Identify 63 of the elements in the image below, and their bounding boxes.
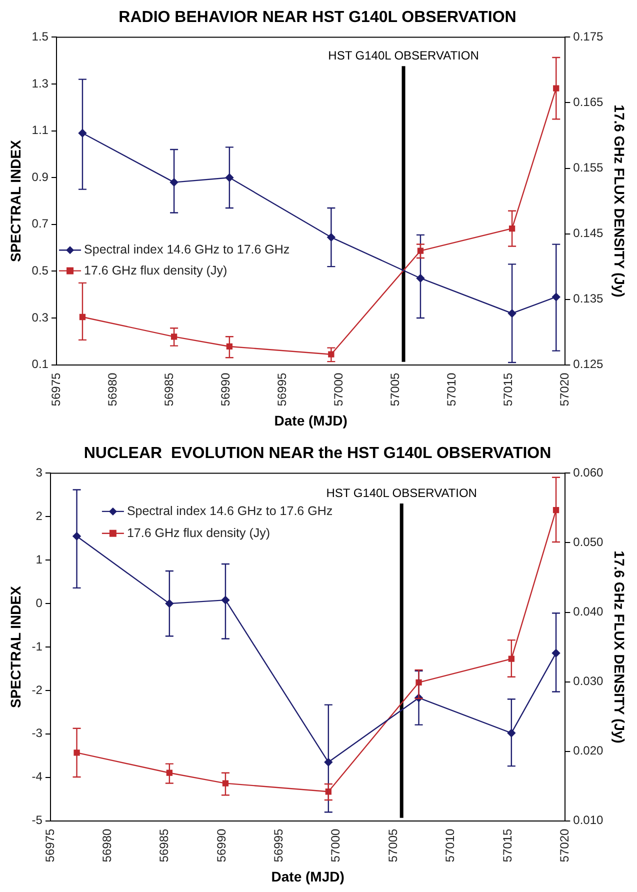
- y-axis-title: SPECTRAL INDEX: [7, 585, 24, 708]
- y2-tick-label: 0.175: [573, 30, 604, 44]
- y2-tick-label: 0.155: [573, 160, 604, 175]
- y2-tick-label: 0.010: [573, 813, 604, 828]
- x-tick-label: 56985: [162, 372, 176, 406]
- y-tick-label: 1.3: [32, 76, 49, 90]
- y-tick-label: -2: [32, 682, 43, 697]
- x-tick-label: 56990: [218, 372, 232, 406]
- y2-tick-label: 0.135: [573, 292, 604, 306]
- x-axis-title: Date (MJD): [274, 412, 348, 428]
- y-tick-label: -4: [32, 770, 43, 784]
- x-tick-label: 56980: [105, 372, 120, 406]
- x-tick-label: 57015: [500, 372, 515, 406]
- y-tick-label: 2: [36, 508, 43, 523]
- x-tick-label: 56975: [42, 828, 57, 862]
- x-tick-label: 56990: [214, 828, 228, 862]
- y2-tick-label: 0.125: [573, 357, 604, 372]
- y-tick-label: -1: [32, 639, 43, 654]
- x-tick-label: 56975: [48, 372, 63, 406]
- x-tick-label: 57005: [386, 828, 400, 862]
- y2-tick-label: 0.165: [573, 95, 604, 110]
- chart-title: NUCLEAR EVOLUTION NEAR the HST G140L OBSERVATION: [84, 445, 552, 462]
- x-tick-label: 56995: [272, 828, 286, 862]
- y-tick-label: 0.7: [32, 216, 49, 231]
- y2-tick-label: 0.145: [573, 226, 604, 240]
- y2-axis-title: 17.6 GHz FLUX DENSITY (Jy): [612, 104, 628, 298]
- y-tick-label: -3: [32, 726, 43, 740]
- x-tick-label: 56985: [157, 828, 172, 862]
- legend-label: Spectral index 14.6 GHz to 17.6 GHz: [126, 504, 333, 518]
- x-tick-label: 57020: [557, 828, 572, 862]
- legend-label: 17.6 GHz flux density (Jy): [126, 526, 270, 540]
- y-tick-label: 1: [36, 552, 43, 566]
- y-tick-label: 1.5: [32, 30, 49, 44]
- y-tick-label: 0: [36, 596, 43, 610]
- ref-line-label: HST G140L OBSERVATION: [328, 48, 479, 62]
- x-tick-label: 57020: [557, 372, 572, 406]
- chart-title: RADIO BEHAVIOR NEAR HST G140L OBSERVATION: [118, 9, 516, 26]
- y-tick-label: 0.1: [32, 357, 49, 372]
- y-tick-label: 0.3: [32, 310, 49, 324]
- y-axis-title: SPECTRAL INDEX: [7, 139, 24, 262]
- x-tick-label: 57000: [328, 828, 343, 862]
- x-tick-label: 56980: [100, 828, 114, 862]
- y-tick-label: 1.1: [32, 123, 49, 138]
- y2-tick-label: 0.060: [573, 466, 604, 480]
- x-tick-label: 56995: [274, 372, 289, 406]
- y2-tick-label: 0.040: [573, 604, 604, 619]
- y2-tick-label: 0.020: [573, 744, 604, 758]
- y2-tick-label: 0.030: [573, 674, 604, 688]
- x-tick-label: 57015: [500, 828, 514, 862]
- y2-tick-label: 0.050: [573, 535, 604, 550]
- x-tick-label: 57000: [331, 372, 346, 406]
- x-tick-label: 57010: [443, 828, 458, 862]
- x-tick-label: 57010: [444, 372, 458, 406]
- y2-axis-title: 17.6 GHz FLUX DENSITY (Jy): [612, 550, 628, 744]
- y-tick-label: 3: [36, 466, 43, 480]
- x-tick-label: 57005: [388, 372, 402, 406]
- legend-label: 17.6 GHz flux density (Jy): [84, 263, 228, 278]
- ref-line-label: HST G140L OBSERVATION: [326, 486, 477, 500]
- y-tick-label: 0.5: [32, 264, 49, 278]
- legend-label: Spectral index 14.6 GHz to 17.6 GHz: [84, 242, 290, 257]
- y-tick-label: 0.9: [32, 170, 49, 184]
- x-axis-title: Date (MJD): [271, 868, 344, 884]
- y-tick-label: -5: [32, 813, 43, 828]
